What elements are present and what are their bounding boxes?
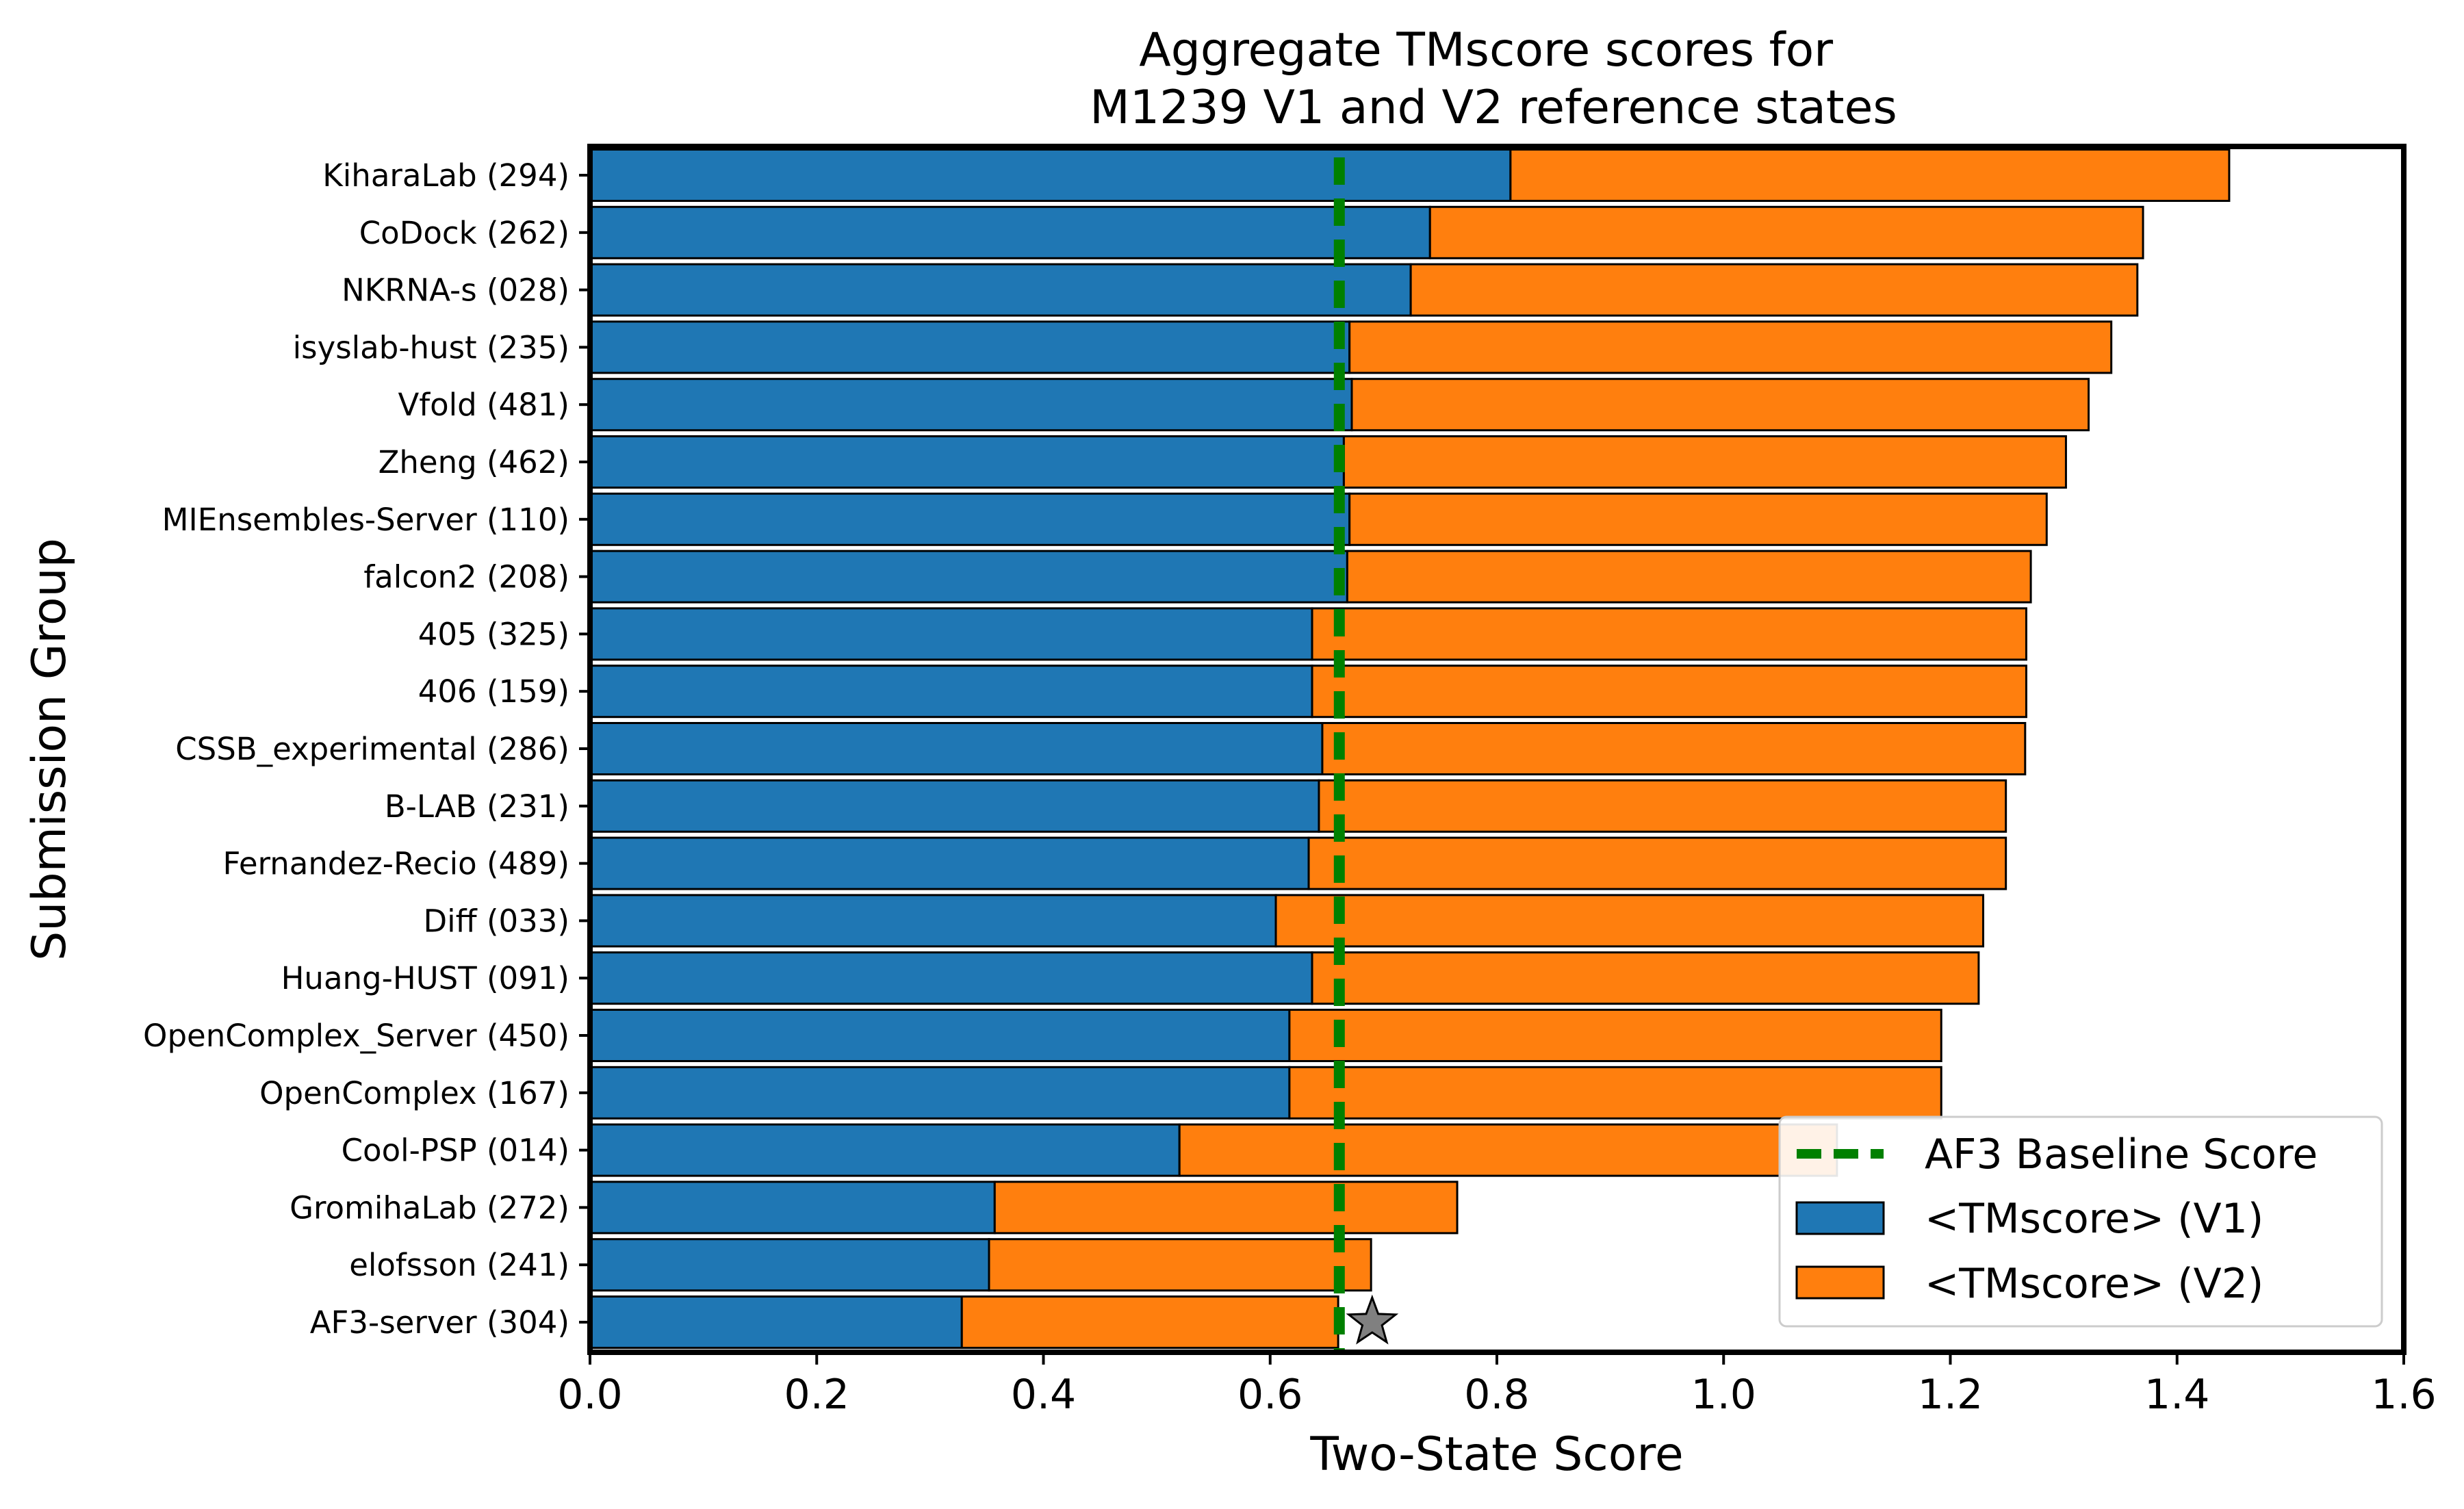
y-tick-label: CoDock (262): [359, 215, 569, 251]
bar-v1: [589, 1123, 1181, 1177]
bar-v1: [589, 1181, 996, 1235]
bar-v2: [1318, 779, 2007, 833]
bar-v2: [1178, 1123, 1838, 1177]
bar-v1: [589, 550, 1348, 604]
bar-v1: [589, 435, 1345, 489]
bar-v2: [1346, 550, 2032, 604]
bar-v1: [589, 320, 1351, 374]
bar-v2: [960, 1295, 1339, 1349]
bar-v2: [1409, 263, 2139, 317]
y-tick-label: Fernandez-Recio (489): [222, 846, 569, 882]
y-tick-label: B-LAB (231): [385, 788, 569, 825]
legend: AF3 Baseline Score <TMscore> (V1) <TMsco…: [1778, 1115, 2383, 1328]
bar-v2: [1321, 722, 2027, 775]
af3-star-marker: [1346, 1294, 1399, 1345]
bar-v1: [589, 149, 1512, 202]
y-axis-label: Submission Group: [23, 538, 77, 961]
y-tick-label: elofsson (241): [349, 1247, 569, 1283]
y-tick-label: Diff (033): [424, 903, 569, 939]
y-tick-label: OpenComplex (167): [259, 1075, 569, 1111]
bar-v1: [589, 836, 1310, 890]
legend-baseline-label: AF3 Baseline Score: [1925, 1131, 2318, 1178]
x-tick-label: 0.4: [1011, 1371, 1076, 1419]
y-tick-label: falcon2 (208): [363, 559, 569, 595]
x-tick-label: 0.2: [784, 1371, 849, 1419]
bar-v2: [993, 1181, 1459, 1235]
bar-v1: [589, 378, 1353, 432]
legend-v2-label: <TMscore> (V2): [1925, 1260, 2263, 1308]
y-tick-label: 405 (325): [418, 616, 569, 652]
y-tick-label: Vfold (481): [398, 387, 569, 423]
y-tick-label: CSSB_experimental (286): [175, 731, 569, 767]
x-axis-label: Two-State Score: [1309, 1428, 1683, 1482]
y-tick-label: GromihaLab (272): [290, 1189, 569, 1226]
y-tick-label: Cool-PSP (014): [342, 1133, 569, 1169]
bar-v1: [589, 263, 1412, 317]
legend-v2-swatch: [1795, 1265, 1885, 1300]
bar-v2: [1311, 665, 2027, 719]
bar-v1: [589, 779, 1320, 833]
y-tick-label: 406 (159): [418, 673, 569, 710]
bar-v1: [589, 1295, 963, 1349]
x-tick-label: 1.0: [1691, 1371, 1756, 1419]
y-tick-label: MIEnsembles-Server (110): [162, 502, 569, 538]
bar-v1: [589, 665, 1313, 719]
bar-v1: [589, 607, 1313, 661]
bar-v1: [589, 951, 1313, 1005]
y-tick-label: KiharaLab (294): [322, 157, 569, 194]
y-ticks-group: KiharaLab (294) CoDock (262) NKRNA-s (028)…: [143, 157, 590, 1341]
x-tick-label: 1.6: [2371, 1371, 2436, 1419]
bar-v2: [1428, 205, 2144, 259]
bar-v2: [1350, 378, 2090, 432]
legend-box: [1778, 1115, 2383, 1328]
x-ticks-group: 0.0 0.2 0.4 0.6 0.8 1.0 1.2 1.4 1.6: [557, 1352, 2437, 1419]
bar-v1: [589, 1066, 1291, 1120]
y-tick-label: Huang-HUST (091): [281, 960, 569, 996]
bar-v2: [1348, 320, 2113, 374]
chart-title-line-1: Aggregate TMscore scores for: [1139, 23, 1833, 77]
y-tick-label: AF3-server (304): [310, 1304, 569, 1341]
bar-v1: [589, 205, 1431, 259]
bar-v2: [1342, 435, 2067, 489]
bar-v1: [589, 722, 1324, 775]
bar-v1: [589, 492, 1351, 546]
bar-v1: [589, 894, 1277, 948]
legend-v1-label: <TMscore> (V1): [1925, 1195, 2263, 1243]
bar-v2: [1274, 894, 1985, 948]
bars-group: [589, 149, 2231, 1349]
bar-v1: [589, 1009, 1291, 1062]
bar-v2: [1311, 607, 2027, 661]
bar-v2: [1348, 492, 2048, 546]
legend-v1-swatch: [1795, 1201, 1885, 1235]
y-tick-label: isyslab-hust (235): [293, 329, 569, 365]
bar-v2: [1311, 951, 1980, 1005]
bar-v2: [1509, 149, 2231, 202]
chart-title-line-2: M1239 V1 and V2 reference states: [1090, 81, 1897, 135]
y-tick-label: OpenComplex_Server (450): [143, 1018, 569, 1054]
bar-v2: [1288, 1066, 1942, 1120]
bar-v2: [988, 1238, 1372, 1292]
bar-v2: [1307, 836, 2007, 890]
x-tick-label: 1.2: [1918, 1371, 1983, 1419]
x-tick-label: 1.4: [2144, 1371, 2209, 1419]
y-tick-label: NKRNA-s (028): [342, 272, 569, 309]
bar-v2: [1288, 1009, 1942, 1062]
x-tick-label: 0.0: [557, 1371, 622, 1419]
plot-frame: [587, 144, 2407, 1355]
x-tick-label: 0.6: [1237, 1371, 1302, 1419]
bar-v1: [589, 1238, 990, 1292]
baseline-group: [1333, 157, 1399, 1352]
chart-title: Aggregate TMscore scores for M1239 V1 an…: [1090, 23, 1897, 135]
y-tick-label: Zheng (462): [378, 444, 569, 480]
x-tick-label: 0.8: [1464, 1371, 1529, 1419]
